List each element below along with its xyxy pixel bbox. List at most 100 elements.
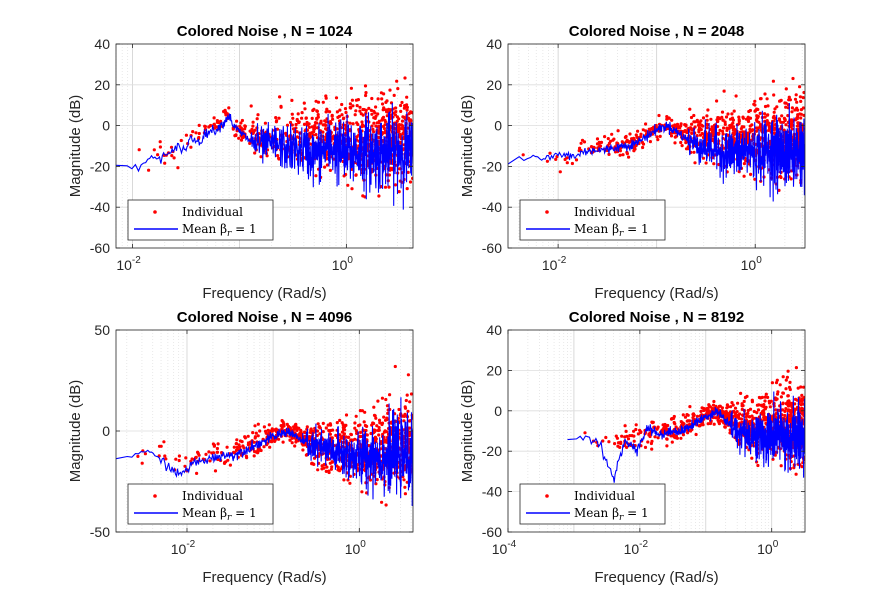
individual-point: [694, 432, 698, 437]
individual-point: [320, 464, 324, 468]
individual-point: [771, 79, 776, 83]
individual-point: [661, 423, 665, 427]
individual-point: [314, 133, 318, 137]
individual-point: [676, 126, 680, 130]
individual-point: [411, 176, 413, 180]
x-tick-mantissa: 10: [542, 257, 558, 273]
individual-point: [788, 380, 792, 384]
individual-point: [243, 124, 247, 128]
individual-point: [163, 454, 167, 458]
individual-point: [695, 118, 699, 122]
individual-point: [756, 463, 760, 468]
individual-point: [235, 438, 239, 442]
individual-point: [380, 422, 384, 427]
individual-point: [351, 122, 355, 126]
individual-point: [380, 396, 384, 400]
x-tick-mantissa: 10: [757, 541, 773, 557]
individual-point: [762, 405, 766, 409]
individual-point: [360, 125, 364, 129]
individual-point: [189, 145, 193, 149]
individual-point: [643, 445, 648, 449]
individual-point: [140, 461, 144, 465]
individual-point: [648, 433, 652, 437]
individual-point: [763, 399, 767, 403]
individual-point: [399, 141, 403, 145]
individual-point: [720, 110, 725, 114]
individual-point: [339, 436, 344, 440]
individual-point: [262, 425, 266, 429]
individual-point: [621, 153, 625, 157]
individual-point: [762, 415, 766, 419]
legend: Individual Mean βr = 1: [127, 199, 274, 241]
individual-point: [775, 392, 780, 396]
individual-point: [670, 118, 674, 122]
individual-point: [389, 113, 393, 117]
individual-point: [798, 95, 803, 99]
individual-point: [758, 97, 763, 101]
individual-point: [755, 411, 759, 415]
individual-point: [684, 141, 688, 145]
legend-mean-value: = 1: [623, 506, 648, 520]
individual-point: [744, 159, 748, 163]
individual-point: [747, 415, 752, 419]
y-tick-label: -40: [482, 199, 502, 215]
axes-box: [507, 329, 806, 533]
individual-point: [314, 99, 318, 103]
individual-point: [242, 446, 246, 450]
individual-point: [372, 405, 376, 409]
individual-point: [380, 118, 384, 122]
individual-point: [766, 104, 770, 108]
individual-point: [309, 131, 313, 135]
individual-point: [706, 409, 710, 413]
individual-point: [753, 177, 757, 181]
individual-point: [673, 422, 677, 426]
individual-point: [794, 472, 798, 476]
individual-point: [774, 408, 778, 412]
individual-point: [383, 185, 388, 189]
individual-point: [216, 457, 220, 462]
individual-point: [354, 109, 358, 113]
individual-point: [772, 110, 776, 114]
individual-point: [340, 102, 344, 107]
individual-point: [239, 121, 243, 125]
legend-box: [127, 483, 274, 525]
y-tick-label: 0: [494, 403, 502, 419]
individual-point: [656, 425, 660, 429]
individual-point: [403, 104, 407, 108]
individual-point: [267, 423, 271, 427]
individual-point: [620, 434, 624, 438]
individual-point: [727, 413, 731, 417]
individual-point: [358, 434, 362, 438]
individual-point: [275, 127, 280, 131]
x-tick-label: 10-2: [116, 255, 141, 273]
individual-point: [291, 116, 295, 120]
individual-point: [748, 127, 752, 132]
individual-point: [344, 423, 348, 427]
individual-point: [222, 109, 226, 114]
individual-point: [335, 421, 339, 425]
individual-point: [721, 411, 726, 415]
individual-point: [801, 96, 805, 100]
individual-point: [302, 101, 306, 105]
individual-point: [342, 478, 346, 482]
individual-point: [303, 107, 307, 111]
individual-point: [604, 435, 608, 440]
individual-point: [285, 123, 290, 127]
individual-point: [369, 108, 373, 112]
individual-point: [613, 442, 617, 446]
chart-title: Colored Noise , N = 1024: [177, 23, 353, 40]
y-tick-label: 40: [94, 36, 110, 52]
individual-point: [203, 125, 207, 129]
individual-point: [397, 167, 401, 171]
individual-point: [256, 449, 260, 453]
individual-point: [616, 129, 620, 133]
individual-point: [354, 414, 358, 418]
individual-point: [287, 426, 291, 430]
individual-point: [614, 434, 618, 438]
individual-point: [731, 125, 736, 129]
individual-point: [673, 123, 677, 127]
individual-point: [240, 440, 244, 444]
individual-point: [802, 113, 805, 117]
individual-point: [256, 113, 260, 117]
